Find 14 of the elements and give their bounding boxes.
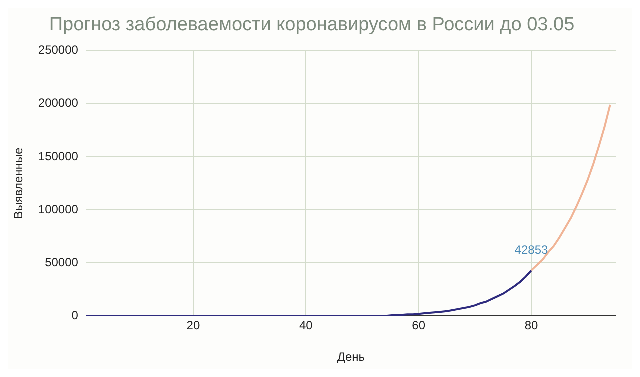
y-tick-label: 200000 (38, 96, 79, 110)
y-tick-label: 0 (72, 308, 79, 323)
x-tick-label: 20 (186, 318, 200, 333)
y-tick-label: 50000 (45, 255, 79, 270)
y-tick-label: 150000 (38, 149, 79, 164)
x-tick-label: 60 (412, 318, 426, 333)
x-tick-label: 40 (299, 318, 314, 333)
y-axis-title: Выявленные (12, 147, 26, 220)
y-tick-label: 100000 (38, 202, 79, 216)
x-axis-title: День (337, 350, 366, 364)
chart-title: Прогноз заболеваемости коронавирусом в России до 03.05 (49, 14, 575, 36)
data-label: 42853 (514, 243, 549, 258)
y-tick-label: 250000 (38, 43, 79, 58)
x-tick-label: 80 (524, 318, 538, 333)
